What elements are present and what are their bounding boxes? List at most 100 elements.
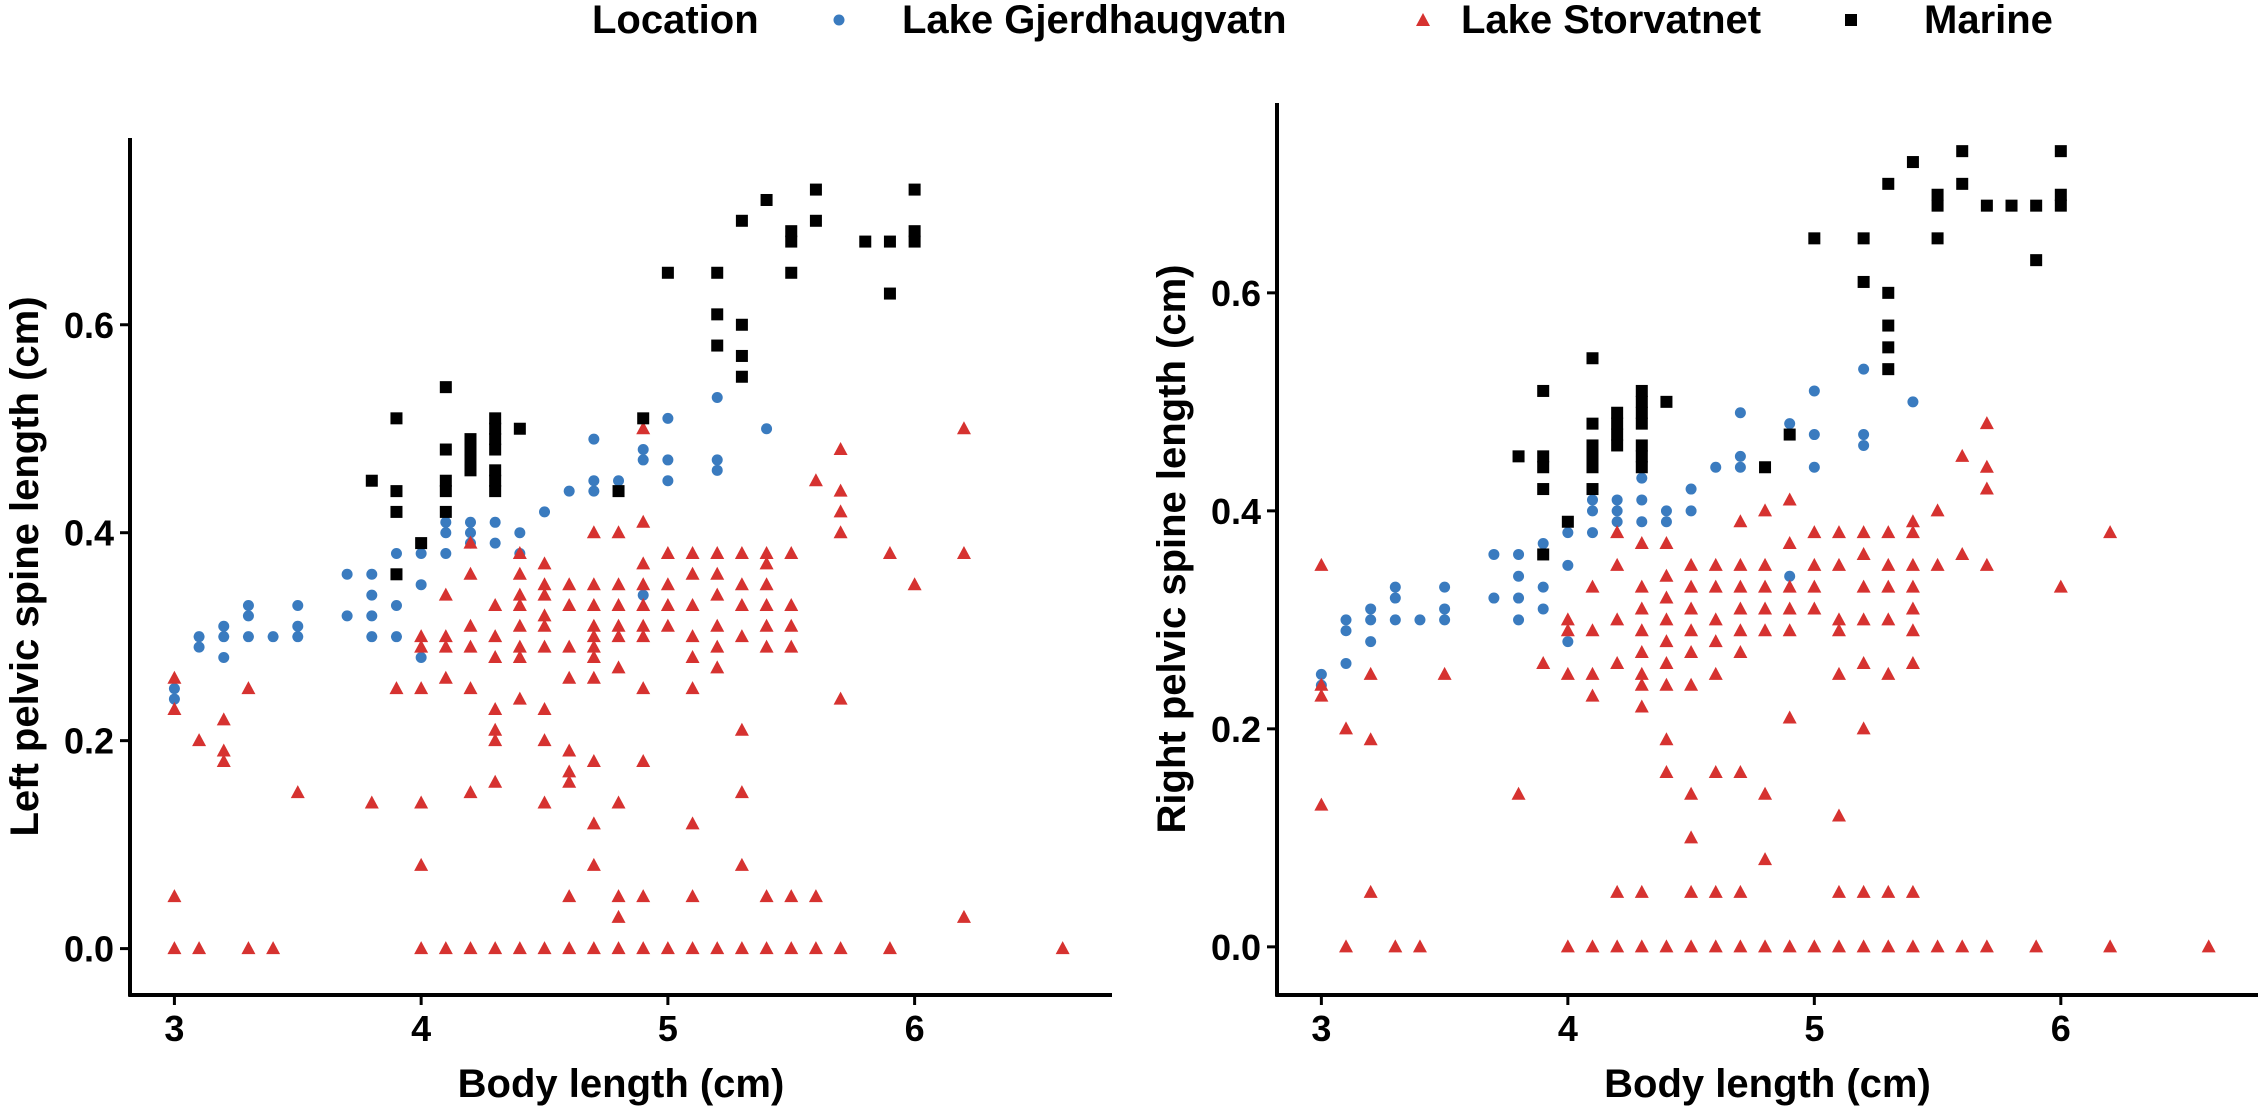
point-lake-storvatnet: [759, 618, 774, 632]
point-marine: [1956, 145, 1969, 158]
point-lake-storvatnet: [1560, 623, 1575, 637]
point-lake-storvatnet: [1339, 939, 1354, 953]
point-lake-storvatnet: [1856, 525, 1871, 539]
point-marine: [1611, 406, 1624, 419]
point-lake-storvatnet: [1782, 623, 1797, 637]
point-lake-storvatnet: [759, 546, 774, 560]
point-lake-storvatnet: [784, 546, 799, 560]
point-marine: [464, 453, 477, 466]
point-lake-storvatnet: [1412, 939, 1427, 953]
point-lake-storvatnet: [759, 639, 774, 653]
point-lake-gjerdhaugvatn: [711, 464, 723, 476]
point-lake-gjerdhaugvatn: [1734, 407, 1746, 419]
point-lake-gjerdhaugvatn: [539, 506, 551, 518]
point-marine: [489, 474, 502, 487]
point-marine: [1537, 461, 1550, 474]
point-lake-gjerdhaugvatn: [1685, 505, 1697, 517]
point-lake-storvatnet: [1733, 764, 1748, 778]
point-lake-storvatnet: [1684, 884, 1699, 898]
point-marine: [1857, 275, 1870, 288]
point-lake-gjerdhaugvatn: [588, 485, 600, 497]
point-lake-storvatnet: [1856, 884, 1871, 898]
legend-entry-marine: Marine: [1845, 0, 2053, 42]
point-marine: [1537, 384, 1550, 397]
point-lake-gjerdhaugvatn: [218, 620, 230, 632]
point-lake-storvatnet: [759, 941, 774, 955]
point-lake-storvatnet: [636, 618, 651, 632]
point-lake-storvatnet: [167, 941, 182, 955]
point-lake-storvatnet: [1560, 666, 1575, 680]
point-lake-gjerdhaugvatn: [366, 568, 378, 580]
point-lake-storvatnet: [1955, 448, 1970, 462]
point-marine: [711, 339, 724, 352]
point-lake-storvatnet: [1363, 884, 1378, 898]
point-marine: [1931, 232, 1944, 245]
point-lake-gjerdhaugvatn: [637, 454, 649, 466]
point-marine: [439, 505, 452, 518]
point-lake-storvatnet: [1634, 623, 1649, 637]
point-lake-storvatnet: [734, 941, 749, 955]
point-marine: [415, 537, 428, 550]
y-tick-label: 0.0: [64, 929, 114, 970]
point-lake-storvatnet: [1684, 623, 1699, 637]
point-lake-storvatnet: [463, 535, 478, 549]
point-lake-storvatnet: [586, 525, 601, 539]
point-lake-storvatnet: [636, 577, 651, 591]
point-lake-storvatnet: [488, 941, 503, 955]
point-marine: [1586, 417, 1599, 430]
point-lake-storvatnet: [562, 774, 577, 788]
point-lake-gjerdhaugvatn: [489, 537, 501, 549]
point-lake-gjerdhaugvatn: [1439, 614, 1451, 626]
point-lake-storvatnet: [784, 597, 799, 611]
point-lake-storvatnet: [1708, 939, 1723, 953]
point-lake-storvatnet: [1831, 939, 1846, 953]
point-lake-gjerdhaugvatn: [292, 620, 304, 632]
y-axis-title: Left pelvic spine length (cm): [3, 296, 47, 836]
point-marine: [1537, 483, 1550, 496]
point-lake-storvatnet: [241, 941, 256, 955]
point-lake-storvatnet: [759, 889, 774, 903]
point-lake-storvatnet: [1634, 666, 1649, 680]
point-lake-storvatnet: [1708, 612, 1723, 626]
point-lake-storvatnet: [586, 618, 601, 632]
point-lake-storvatnet: [611, 795, 626, 809]
point-marine: [1611, 439, 1624, 452]
point-lake-storvatnet: [1314, 688, 1329, 702]
point-marine: [1635, 439, 1648, 452]
point-lake-storvatnet: [1979, 416, 1994, 430]
point-lake-storvatnet: [512, 639, 527, 653]
point-lake-storvatnet: [1856, 721, 1871, 735]
point-lake-gjerdhaugvatn: [662, 454, 674, 466]
point-marine: [1635, 461, 1648, 474]
point-lake-storvatnet: [586, 577, 601, 591]
point-lake-storvatnet: [2103, 525, 2118, 539]
point-marine: [1882, 177, 1895, 190]
point-lake-storvatnet: [414, 639, 429, 653]
point-lake-storvatnet: [907, 577, 922, 591]
point-lake-gjerdhaugvatn: [1660, 516, 1672, 528]
left-panel: 3 4 5 6 0.0 0.2 0.4 0.6 Body length (cm) Left pel…: [3, 138, 1112, 1106]
x-tick-label: 3: [1311, 1008, 1331, 1049]
point-lake-storvatnet: [537, 941, 552, 955]
point-lake-storvatnet: [1659, 764, 1674, 778]
point-lake-gjerdhaugvatn: [1365, 614, 1377, 626]
point-lake-storvatnet: [1782, 492, 1797, 506]
point-lake-storvatnet: [1634, 536, 1649, 550]
point-lake-storvatnet: [882, 546, 897, 560]
legend-entry-gjerdhaugvatn: Lake Gjerdhaugvatn: [833, 0, 1287, 42]
point-lake-storvatnet: [1634, 939, 1649, 953]
point-lake-storvatnet: [685, 649, 700, 663]
point-lake-storvatnet: [1659, 655, 1674, 669]
point-marine: [489, 443, 502, 456]
point-lake-storvatnet: [759, 597, 774, 611]
point-marine: [489, 412, 502, 425]
point-lake-gjerdhaugvatn: [1858, 439, 1870, 451]
point-lake-storvatnet: [685, 597, 700, 611]
point-lake-storvatnet: [438, 941, 453, 955]
point-lake-gjerdhaugvatn: [1488, 592, 1500, 604]
point-lake-storvatnet: [784, 639, 799, 653]
point-lake-storvatnet: [833, 941, 848, 955]
point-lake-storvatnet: [537, 608, 552, 622]
point-lake-storvatnet: [636, 753, 651, 767]
point-marine: [1512, 450, 1525, 463]
